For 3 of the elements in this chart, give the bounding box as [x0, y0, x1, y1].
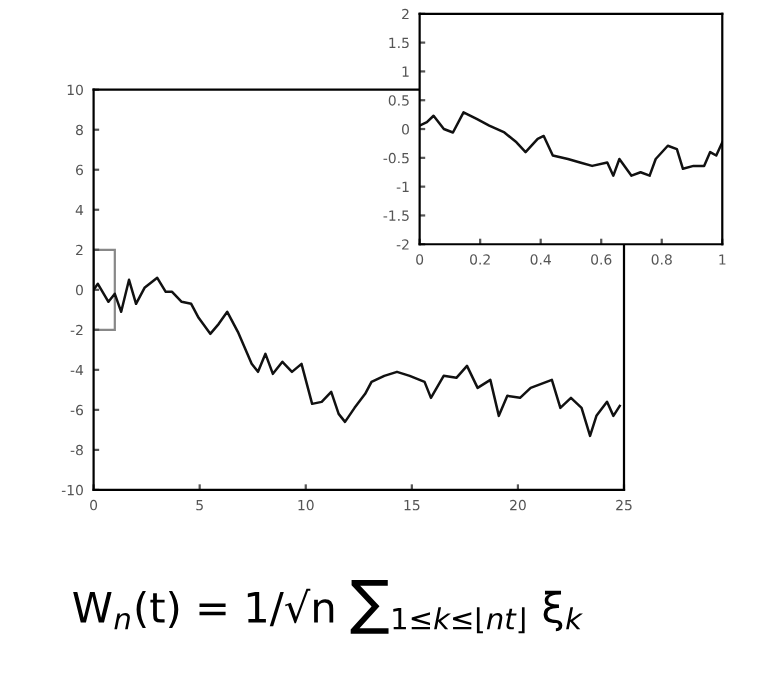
- line-series: [419, 111, 723, 177]
- line-series: [93, 276, 622, 438]
- text: W$_{n}$(t) = 1/√n ∑$_{1≤k≤⌊nt⌋}$ ξ$_{k}$: [73, 580, 583, 634]
